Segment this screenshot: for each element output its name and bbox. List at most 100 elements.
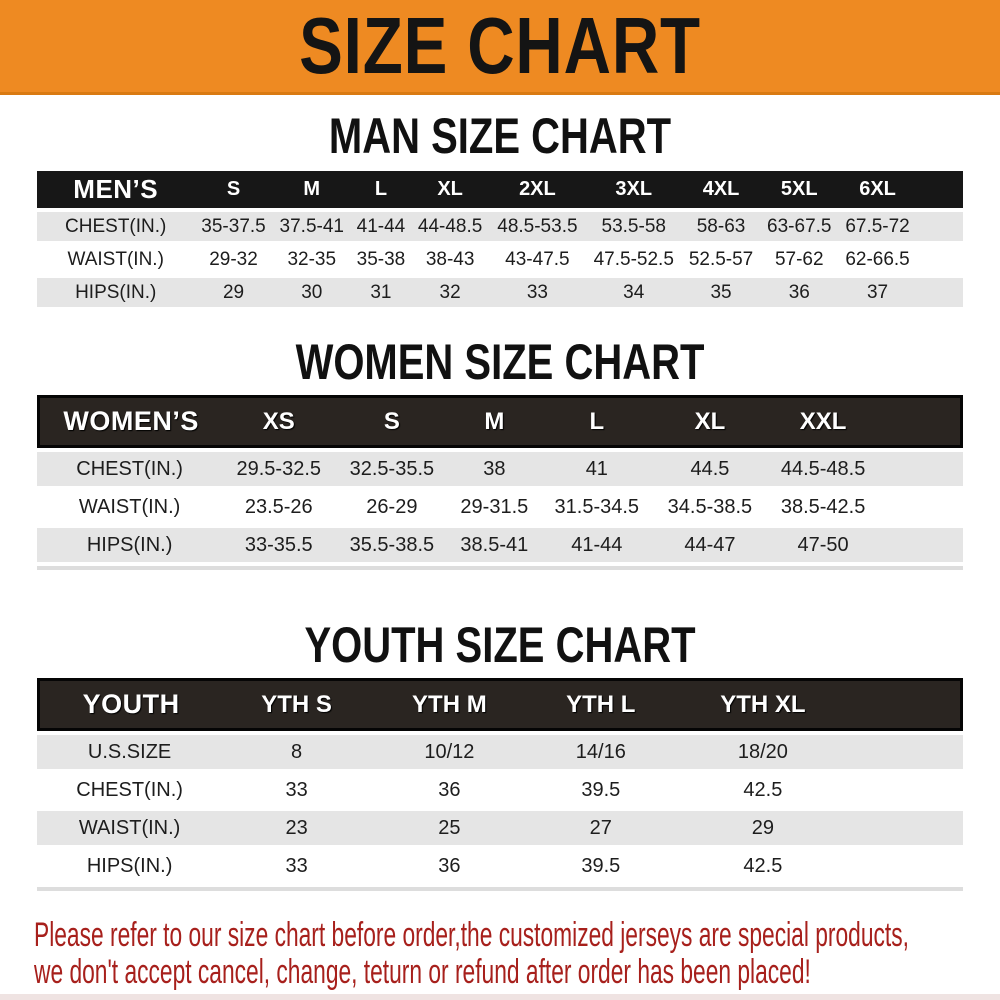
size-column-header: S [194,171,273,208]
measurement-value: 27 [527,811,674,845]
measurement-value: 29 [673,811,852,845]
measurement-value: 48.5-53.5 [489,212,586,241]
measurement-value: 36 [438,854,461,877]
banner-title: SIZE CHART [299,1,701,90]
women-table-bottom-rule [37,566,963,570]
measurement-value: 47.5-52.5 [593,248,674,270]
measurement-value: 35.5-38.5 [335,528,449,562]
measurement-value: 38.5-42.5 [780,495,866,518]
measurement-value: 53.5-58 [585,212,682,241]
measurement-value: 33 [489,278,586,307]
measurement-value: 39.5 [581,778,621,801]
man-size-table: MEN’S S M L XL 2XL 3XL 4XL 5XL 6XL CHEST(IN.) 35-37… [37,167,963,311]
measurement-value: 67.5-72 [838,212,917,241]
measurement-value: 29-32 [209,248,258,270]
table-header-row: MEN’S S M L XL 2XL 3XL 4XL 5XL 6XL [37,171,963,208]
size-column-header: YTH L [527,678,674,731]
size-column-header: XS [222,395,336,448]
measurement-value: 37.5-41 [272,212,351,241]
measurement-row: U.S.SIZE 8 10/12 14/16 18/20 [37,735,963,769]
row-label: HIPS(IN.) [37,278,195,307]
size-column-header: 5XL [760,171,839,208]
measurement-value: 31 [350,278,411,307]
measurement-value: 38.5-41 [448,528,541,562]
banner: SIZE CHART [0,0,1000,95]
measurement-value: 62-66.5 [845,248,910,270]
measurement-row: CHEST(IN.) 33 36 39.5 42.5 [37,773,963,807]
measurement-row: HIPS(IN.) 33 36 39.5 42.5 [37,849,963,883]
row-spacer [852,849,963,883]
measurement-value: 26-29 [366,495,418,518]
size-column-header: YTH S [222,678,371,731]
man-size-section: MAN SIZE CHART MEN’S S M L XL 2XL 3XL 4XL 5XL 6XL… [0,107,1000,311]
measurement-value: 14/16 [527,735,674,769]
size-column-header: XL [653,395,767,448]
row-label: WAIST(IN.) [67,248,164,270]
size-column-header: L [540,395,654,448]
size-column-header: 4XL [681,171,761,208]
size-column-header: YTH XL [673,678,852,731]
measurement-value: 32-35 [287,248,337,270]
measurement-value: 23 [222,811,371,845]
women-size-table: WOMEN’S XS S M L XL XXL CHEST(IN.) 29.5-32.5 32.5… [37,391,963,566]
measurement-value: 41-44 [350,212,411,241]
measurement-value: 29 [194,278,273,307]
measurement-value: 29-31.5 [460,495,529,518]
measurement-value: 23.5-26 [244,495,313,518]
measurement-value: 41 [540,452,654,486]
measurement-value: 29.5-32.5 [222,452,336,486]
row-spacer [879,452,963,486]
measurement-value: 34.5-38.5 [667,495,753,518]
measurement-value: 8 [222,735,371,769]
header-spacer [879,395,963,448]
youth-size-section: YOUTH SIZE CHART YOUTH YTH S YTH M YTH L YTH… [0,616,1000,891]
row-spacer [916,278,963,307]
women-size-section: WOMEN SIZE CHART WOMEN’S XS S M L XL XXL CHEST(… [0,333,1000,570]
row-label: CHEST(IN.) [76,778,183,801]
measurement-value: 39.5 [581,854,621,877]
size-column-header: M [448,395,541,448]
row-spacer [851,811,963,845]
man-section-title: MAN SIZE CHART [328,108,672,164]
measurement-value: 32.5-35.5 [335,452,449,486]
measurement-value: 43-47.5 [505,248,570,270]
measurement-value: 44.5 [653,452,767,486]
measurement-value: 44-47 [653,528,767,562]
measurement-value: 57-62 [774,248,824,270]
table-header-row: YOUTH YTH S YTH M YTH L YTH XL [37,678,963,731]
youth-section-title: YOUTH SIZE CHART [304,617,696,673]
measurement-value: 58-63 [681,212,761,241]
table-corner-label: MEN’S [37,171,195,208]
measurement-row: HIPS(IN.) 29 30 31 32 33 34 35 36 37 [37,278,963,307]
measurement-value: 42.5 [743,778,783,801]
row-label: U.S.SIZE [37,735,223,769]
row-spacer [916,212,963,241]
header-spacer [851,678,963,731]
size-column-header: XL [411,171,490,208]
row-spacer [852,773,963,807]
measurement-row: WAIST(IN.) 23 25 27 29 [37,811,963,845]
measurement-value: 47-50 [766,528,880,562]
measurement-value: 63-67.5 [760,212,839,241]
measurement-value: 38-43 [425,248,475,270]
measurement-value: 32 [411,278,490,307]
measurement-value: 25 [371,811,528,845]
measurement-value: 18/20 [673,735,852,769]
size-column-header: YTH M [371,678,528,731]
disclaimer: Please refer to our size chart before or… [34,917,1000,991]
measurement-row: CHEST(IN.) 35-37.5 37.5-41 41-44 44-48.5 48.5… [37,212,963,241]
row-spacer [917,245,963,274]
size-column-header: M [272,171,351,208]
size-column-header: 6XL [838,171,917,208]
size-column-header: XXL [766,395,880,448]
measurement-value: 36 [438,778,461,801]
row-spacer [879,528,963,562]
header-spacer [916,171,963,208]
table-corner-label: YOUTH [37,678,223,731]
measurement-value: 38 [448,452,541,486]
measurement-value: 33 [285,778,308,801]
measurement-value: 31.5-34.5 [554,495,640,518]
measurement-value: 33 [285,854,308,877]
measurement-value: 37 [838,278,917,307]
